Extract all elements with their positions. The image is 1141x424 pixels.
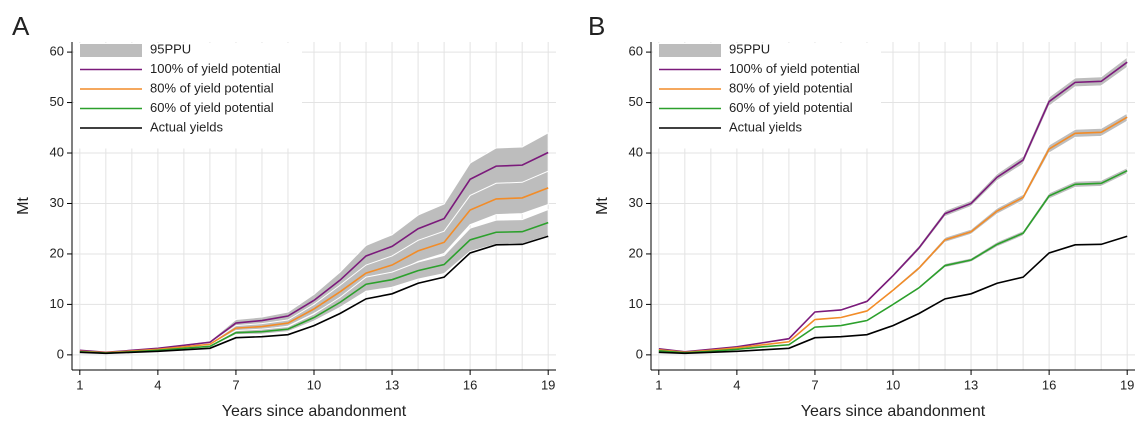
x-tick-label: 10 — [886, 377, 900, 392]
legend-label: Actual yields — [729, 119, 802, 134]
y-tick-label: 30 — [50, 195, 64, 210]
x-axis-title: Years since abandonment — [222, 403, 407, 420]
legend-label: 95PPU — [150, 41, 191, 56]
series-line — [658, 116, 1128, 354]
x-tick-label: 1 — [76, 377, 83, 392]
legend-label: 60% of yield potential — [150, 100, 274, 115]
legend-label: 80% of yield potential — [150, 80, 274, 95]
series-line — [658, 61, 1128, 353]
legend-label: 60% of yield potential — [729, 100, 853, 115]
panel-label: A — [12, 11, 30, 41]
x-tick-label: 19 — [1120, 377, 1134, 392]
x-tick-label: 10 — [307, 377, 321, 392]
legend-label: 100% of yield potential — [150, 61, 281, 76]
x-tick-label: 16 — [1042, 377, 1056, 392]
y-axis-title: Mt — [594, 197, 611, 215]
legend-label: 100% of yield potential — [729, 61, 860, 76]
y-tick-label: 0 — [636, 346, 643, 361]
x-tick-label: 7 — [811, 377, 818, 392]
x-tick-label: 13 — [385, 377, 399, 392]
x-tick-label: 13 — [964, 377, 978, 392]
legend-box — [74, 43, 302, 149]
series-line — [658, 235, 1128, 355]
line-chart: 0 10 20 30 40 50 60 1 4 7 10 13 16 19 Years since aban… — [12, 11, 556, 420]
line-chart: 0 10 20 30 40 50 60 1 4 7 10 13 16 19 Years since aban… — [588, 11, 1135, 420]
x-tick-label: 7 — [232, 377, 239, 392]
series-line — [79, 151, 549, 354]
y-tick-label: 10 — [50, 296, 64, 311]
y-tick-label: 40 — [50, 144, 64, 159]
legend-label: 80% of yield potential — [729, 80, 853, 95]
x-tick-label: 4 — [154, 377, 161, 392]
y-axis-title: Mt — [15, 197, 32, 215]
series-line — [79, 187, 549, 354]
y-tick-label: 50 — [50, 94, 64, 109]
y-tick-label: 30 — [629, 195, 643, 210]
y-tick-label: 60 — [629, 44, 643, 59]
x-tick-label: 16 — [463, 377, 477, 392]
x-tick-label: 19 — [541, 377, 555, 392]
series-line — [658, 169, 1128, 354]
ppu-band — [79, 208, 549, 354]
y-tick-label: 20 — [50, 245, 64, 260]
legend-label: Actual yields — [150, 119, 223, 134]
series-line — [79, 221, 549, 354]
y-tick-label: 40 — [629, 144, 643, 159]
legend-band-swatch — [80, 44, 142, 57]
legend-band-swatch — [659, 44, 721, 57]
y-tick-label: 60 — [50, 44, 64, 59]
series-line — [79, 235, 549, 355]
panel-label: B — [588, 11, 605, 41]
x-tick-label: 1 — [655, 377, 662, 392]
x-tick-label: 4 — [733, 377, 740, 392]
y-tick-label: 50 — [629, 94, 643, 109]
legend: 95PPU 100% of yield potential 80% of yield… — [74, 41, 302, 149]
y-tick-label: 0 — [57, 346, 64, 361]
legend-label: 95PPU — [729, 41, 770, 56]
y-tick-label: 20 — [629, 245, 643, 260]
legend-box — [653, 43, 881, 149]
x-axis-title: Years since abandonment — [801, 403, 986, 420]
y-tick-label: 10 — [629, 296, 643, 311]
legend: 95PPU 100% of yield potential 80% of yield… — [653, 41, 881, 149]
